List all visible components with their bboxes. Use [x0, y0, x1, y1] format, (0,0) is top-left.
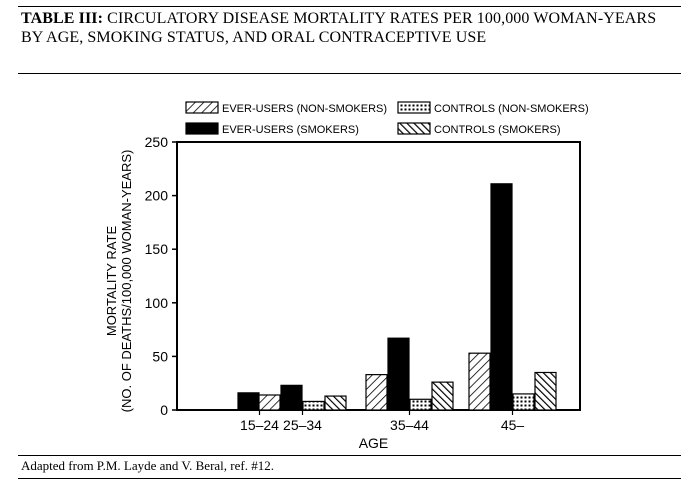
x-tick-label: 25–34 — [283, 417, 322, 433]
bar — [431, 381, 454, 411]
legend-label: CONTROLS (SMOKERS) — [434, 124, 561, 136]
plot-area: 0 50 100 150 200 250 MORTALITY RATE (NO. OF DEA… — [104, 134, 581, 451]
x-axis-label: AGE — [359, 435, 389, 451]
y-tick-label: 250 — [145, 134, 169, 150]
y-axis-label: MORTALITY RATE — [104, 226, 119, 337]
table-title: TABLE III: CIRCULATORY DISEASE MORTALITY… — [21, 9, 681, 47]
legend-label: CONTROLS (NON-SMOKERS) — [434, 103, 589, 115]
y-axis-label-line2: (NO. OF DEATHS/100,000 WOMAN-YEARS) — [119, 150, 134, 413]
bar — [490, 183, 513, 411]
bar — [302, 400, 325, 411]
y-tick-label: 200 — [145, 188, 169, 204]
bar — [512, 393, 535, 411]
top-rule — [18, 6, 681, 7]
title-rule — [18, 73, 681, 74]
bar — [387, 337, 410, 411]
bar — [280, 384, 303, 411]
legend-swatch — [397, 122, 431, 135]
y-tick-label: 0 — [160, 402, 168, 418]
bar — [324, 395, 347, 411]
table-label: TABLE III: — [21, 10, 104, 27]
x-tick-label: 35–44 — [390, 417, 429, 433]
chart-legend: EVER-USERS (NON-SMOKERS) EVER-USERS (SMOK… — [185, 101, 589, 136]
legend-swatch — [397, 101, 431, 114]
plot-frame — [176, 141, 581, 411]
y-tick-label: 50 — [152, 348, 168, 364]
legend-label: EVER-USERS (SMOKERS) — [222, 124, 359, 136]
bar — [534, 371, 557, 411]
x-tick-label: 15–24 — [240, 417, 279, 433]
bar — [409, 398, 432, 411]
bottom-rule — [18, 478, 681, 479]
source-note: Adapted from P.M. Layde and V. Beral, re… — [21, 458, 274, 473]
y-tick-label: 150 — [145, 241, 169, 257]
y-tick-label: 100 — [145, 295, 169, 311]
legend-label: EVER-USERS (NON-SMOKERS) — [222, 103, 387, 115]
x-tick-label: 45– — [501, 417, 525, 433]
legend-swatch — [185, 101, 219, 114]
table-caption: CIRCULATORY DISEASE MORTALITY RATES PER … — [21, 10, 657, 46]
footer-top-rule — [18, 455, 681, 456]
bar — [468, 352, 491, 411]
bar — [365, 374, 388, 411]
bar — [237, 392, 260, 411]
legend-swatch — [185, 122, 219, 135]
bar — [258, 394, 281, 411]
